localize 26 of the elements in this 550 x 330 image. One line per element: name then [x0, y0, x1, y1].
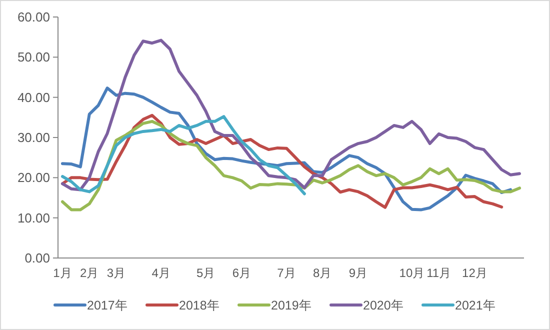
x-tick-label: 7月	[277, 266, 296, 280]
x-tick-label: 11月	[426, 266, 452, 280]
legend-label: 2018年	[179, 298, 220, 312]
x-tick-label: 10月	[399, 266, 425, 280]
x-tick-label: 4月	[152, 266, 170, 280]
y-tick-label: 30.00	[17, 130, 50, 145]
y-tick-label: 40.00	[17, 90, 50, 105]
y-tick-label: 60.00	[17, 10, 50, 24]
x-tick-label: 12月	[462, 266, 488, 280]
x-tick-label: 5月	[196, 266, 216, 280]
x-tick-label: 9月	[348, 266, 368, 280]
y-tick-label: 50.00	[17, 50, 50, 65]
legend-label: 2019年	[271, 298, 312, 312]
legend-label: 2021年	[455, 298, 496, 312]
legend-label: 2020年	[363, 298, 404, 312]
y-tick-label: 0.00	[24, 250, 50, 266]
line-series	[60, 115, 306, 196]
x-tick-label: 1月	[53, 266, 72, 280]
y-tick-label: 10.00	[17, 210, 50, 226]
y-tick-label: 20.00	[17, 170, 50, 186]
line-series	[60, 38, 522, 192]
x-tick-label: 2月	[80, 266, 99, 280]
legend-label: 2017年	[87, 298, 128, 312]
x-tick-label: 8月	[313, 266, 332, 280]
x-tick-label: 6月	[232, 266, 252, 280]
x-tick-label: 3月	[106, 266, 126, 280]
